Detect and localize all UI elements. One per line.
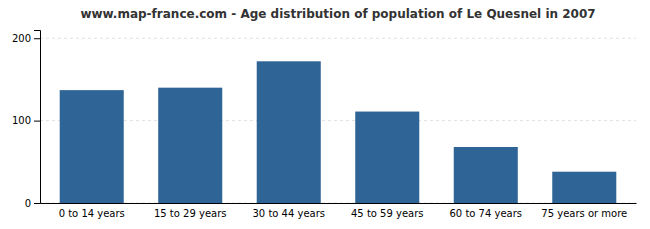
x-tick-label: 30 to 44 years	[252, 208, 325, 219]
x-axis-line	[41, 203, 637, 204]
x-tick-label: 45 to 59 years	[351, 208, 424, 219]
chart-svg: 0 100 200 0 to 14 years 15 to 29 years 30 to …	[0, 0, 650, 229]
x-tick: 0 to 14 years	[59, 203, 125, 219]
y-tick-label: 0	[25, 198, 31, 209]
x-tick-label: 15 to 29 years	[154, 208, 227, 219]
x-tick-label: 0 to 14 years	[59, 208, 125, 219]
x-tick: 30 to 44 years	[252, 203, 325, 219]
x-tick-label: 75 years or more	[541, 208, 627, 219]
x-tick: 15 to 29 years	[154, 203, 227, 219]
y-axis: 0 100 200	[12, 31, 41, 209]
plot-area: 0 100 200 0 to 14 years 15 to 29 years 30 to …	[12, 31, 637, 220]
bar	[158, 88, 222, 203]
x-tick: 75 years or more	[541, 203, 627, 219]
bar	[355, 112, 419, 203]
bar	[454, 147, 518, 203]
bar	[552, 172, 616, 203]
y-tick-label: 100	[12, 115, 31, 126]
bar	[257, 61, 321, 203]
y-tick-mark	[34, 38, 40, 39]
x-axis: 0 to 14 years 15 to 29 years 30 to 44 year…	[41, 203, 637, 219]
y-axis-line	[34, 31, 41, 204]
grid-line	[40, 203, 636, 204]
y-tick-mark	[34, 121, 40, 122]
y-tick: 200	[12, 33, 40, 44]
grid-line	[40, 120, 636, 121]
y-tick-mark	[34, 203, 40, 204]
bars	[60, 61, 617, 203]
x-tick: 60 to 74 years	[449, 203, 522, 219]
chart-container: 0 100 200 0 to 14 years 15 to 29 years 30 to …	[0, 0, 650, 229]
y-tick: 100	[12, 115, 40, 126]
y-tick: 0	[25, 198, 40, 209]
x-tick-label: 60 to 74 years	[449, 208, 522, 219]
x-tick: 45 to 59 years	[351, 203, 424, 219]
bar	[60, 90, 124, 203]
y-tick-label: 200	[12, 33, 31, 44]
grid-line	[40, 38, 636, 39]
grid	[40, 38, 636, 203]
title: www.map-france.com - Age distribution of…	[80, 7, 595, 21]
